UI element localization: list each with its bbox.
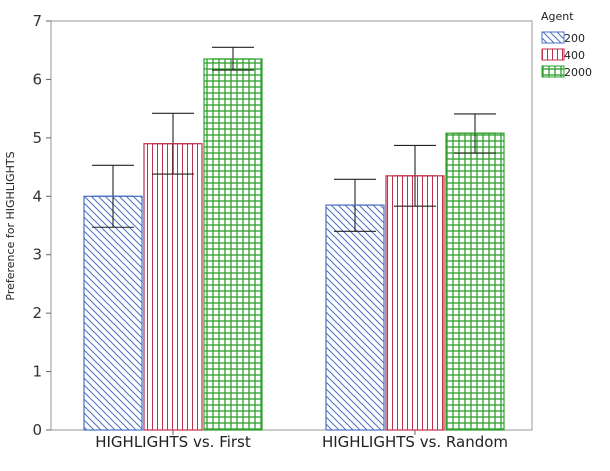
- bar-200-vs-first: [83, 195, 143, 431]
- plot-border: [50, 20, 533, 431]
- legend-label: 2000: [564, 66, 592, 79]
- y-tick-label: 0: [32, 421, 42, 439]
- y-tick-label: 3: [32, 246, 42, 264]
- y-tick-label: 4: [32, 187, 42, 205]
- legend-label: 400: [564, 49, 585, 62]
- error-bar-2000-vs-first: [212, 46, 254, 71]
- y-tick-label: 7: [32, 12, 42, 30]
- legend-item-200: 200: [541, 31, 585, 45]
- x-category-label: HIGHLIGHTS vs. Random: [322, 433, 508, 451]
- y-tick-label: 2: [32, 304, 42, 322]
- plot-frame: [50, 20, 533, 431]
- error-bars-layer: [92, 46, 496, 232]
- legend-swatch: [541, 65, 565, 78]
- bar-2000-vs-random: [445, 132, 505, 431]
- y-tick-label: 1: [32, 363, 42, 381]
- bars-layer: [83, 58, 505, 431]
- x-category-label: HIGHLIGHTS vs. First: [95, 433, 251, 451]
- legend-swatch: [541, 31, 565, 44]
- y-tick-label: 6: [32, 70, 42, 88]
- bar-2000-vs-first: [203, 58, 263, 431]
- error-bar-2000-vs-random: [454, 113, 496, 154]
- legend-item-2000: 2000: [541, 65, 592, 79]
- bar-400-vs-random: [385, 175, 445, 431]
- legend-label: 200: [564, 32, 585, 45]
- y-axis: 0 1 2 3 4 5 6 7: [32, 12, 51, 439]
- legend: Agent 200 400 2000: [541, 10, 592, 79]
- x-axis: HIGHLIGHTS vs. First HIGHLIGHTS vs. Rando…: [95, 430, 508, 451]
- y-axis-label: Preference for HIGHLIGHTS: [4, 151, 17, 300]
- bar-200-vs-random: [325, 204, 385, 431]
- legend-title: Agent: [541, 10, 574, 23]
- error-bar-200-vs-first: [92, 164, 134, 228]
- error-bar-400-vs-first: [152, 112, 194, 175]
- bar-400-vs-first: [143, 143, 203, 431]
- legend-item-400: 400: [541, 48, 585, 62]
- y-tick-label: 5: [32, 129, 42, 147]
- error-bar-400-vs-random: [394, 144, 436, 207]
- legend-swatch: [541, 48, 565, 61]
- error-bar-200-vs-random: [334, 178, 376, 232]
